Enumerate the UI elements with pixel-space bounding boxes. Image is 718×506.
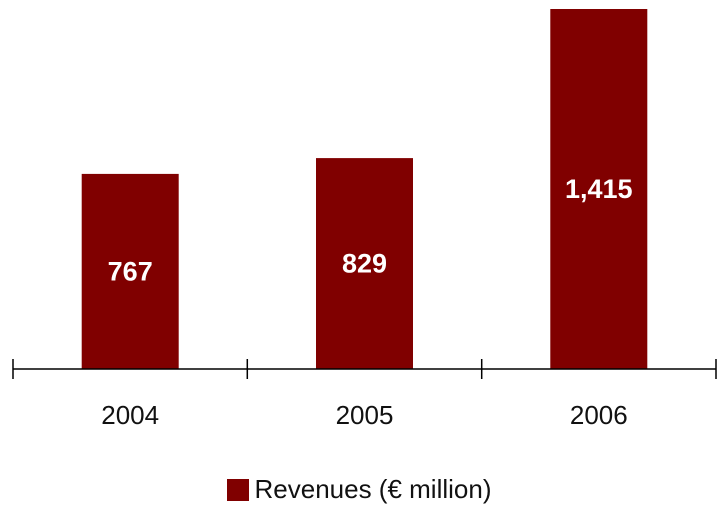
legend-label: Revenues (€ million)	[254, 474, 492, 504]
legend-swatch	[226, 478, 249, 501]
bar-2005	[316, 158, 413, 369]
bar-value-label-2006: 1,415	[565, 174, 633, 204]
x-tick-label-2004: 2004	[101, 400, 159, 430]
legend: Revenues (€ million)	[0, 474, 718, 505]
x-tick-label-2006: 2006	[570, 400, 628, 430]
bar-value-label-2005: 829	[342, 249, 387, 279]
bar-2004	[81, 173, 179, 369]
x-tick-label-2005: 2005	[336, 400, 394, 430]
bar-value-label-2004: 767	[108, 256, 153, 286]
bar-2006	[550, 9, 648, 369]
